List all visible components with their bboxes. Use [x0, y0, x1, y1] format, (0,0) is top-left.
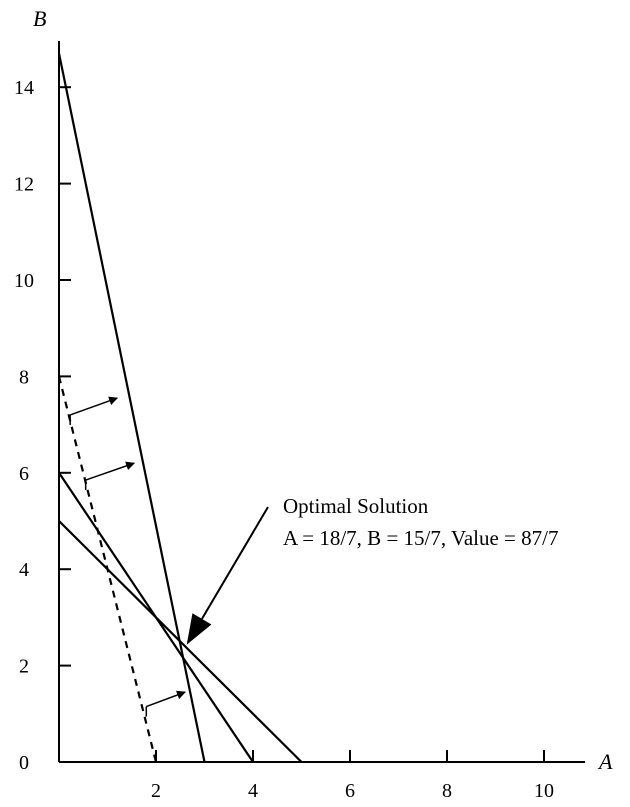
annotation-values: A = 18/7, B = 15/7, Value = 87/7	[283, 526, 558, 550]
x-tick-label: 6	[345, 780, 355, 802]
x-tick-label: 4	[248, 780, 258, 802]
direction-arrow	[69, 396, 119, 416]
objective-line	[57, 376, 158, 763]
y-tick-label: 10	[14, 270, 34, 292]
axes	[58, 41, 585, 763]
x-axis-label: A	[597, 749, 613, 774]
y-tick-label: 0	[19, 752, 29, 774]
optimal-solution-annotation: Optimal Solution A = 18/7, B = 15/7, Val…	[186, 494, 558, 645]
x-axis-ticks: 2 4 6 8 10	[151, 750, 554, 802]
x-tick-label: 10	[534, 780, 554, 802]
objective-direction-arrows	[69, 396, 186, 717]
annotation-arrow-head	[186, 613, 212, 645]
constraint-line-1	[57, 53, 206, 763]
direction-arrow	[146, 690, 186, 708]
constraint-lines	[57, 53, 303, 763]
constraint-line-3	[58, 520, 303, 763]
x-tick-label: 2	[151, 780, 161, 802]
y-tick-label: 2	[19, 656, 29, 678]
annotation-arrow-shaft	[201, 506, 269, 620]
direction-arrow	[85, 461, 136, 481]
y-axis-ticks: 0 2 4 6 8 10 12 14	[14, 77, 71, 774]
y-tick-label: 4	[19, 559, 29, 581]
y-tick-label: 6	[19, 463, 29, 485]
y-tick-label: 12	[14, 174, 34, 196]
y-tick-label: 14	[14, 77, 34, 99]
y-tick-label: 8	[19, 366, 29, 388]
annotation-title: Optimal Solution	[283, 494, 429, 518]
x-tick-label: 8	[442, 780, 452, 802]
y-axis-label: B	[33, 6, 46, 31]
